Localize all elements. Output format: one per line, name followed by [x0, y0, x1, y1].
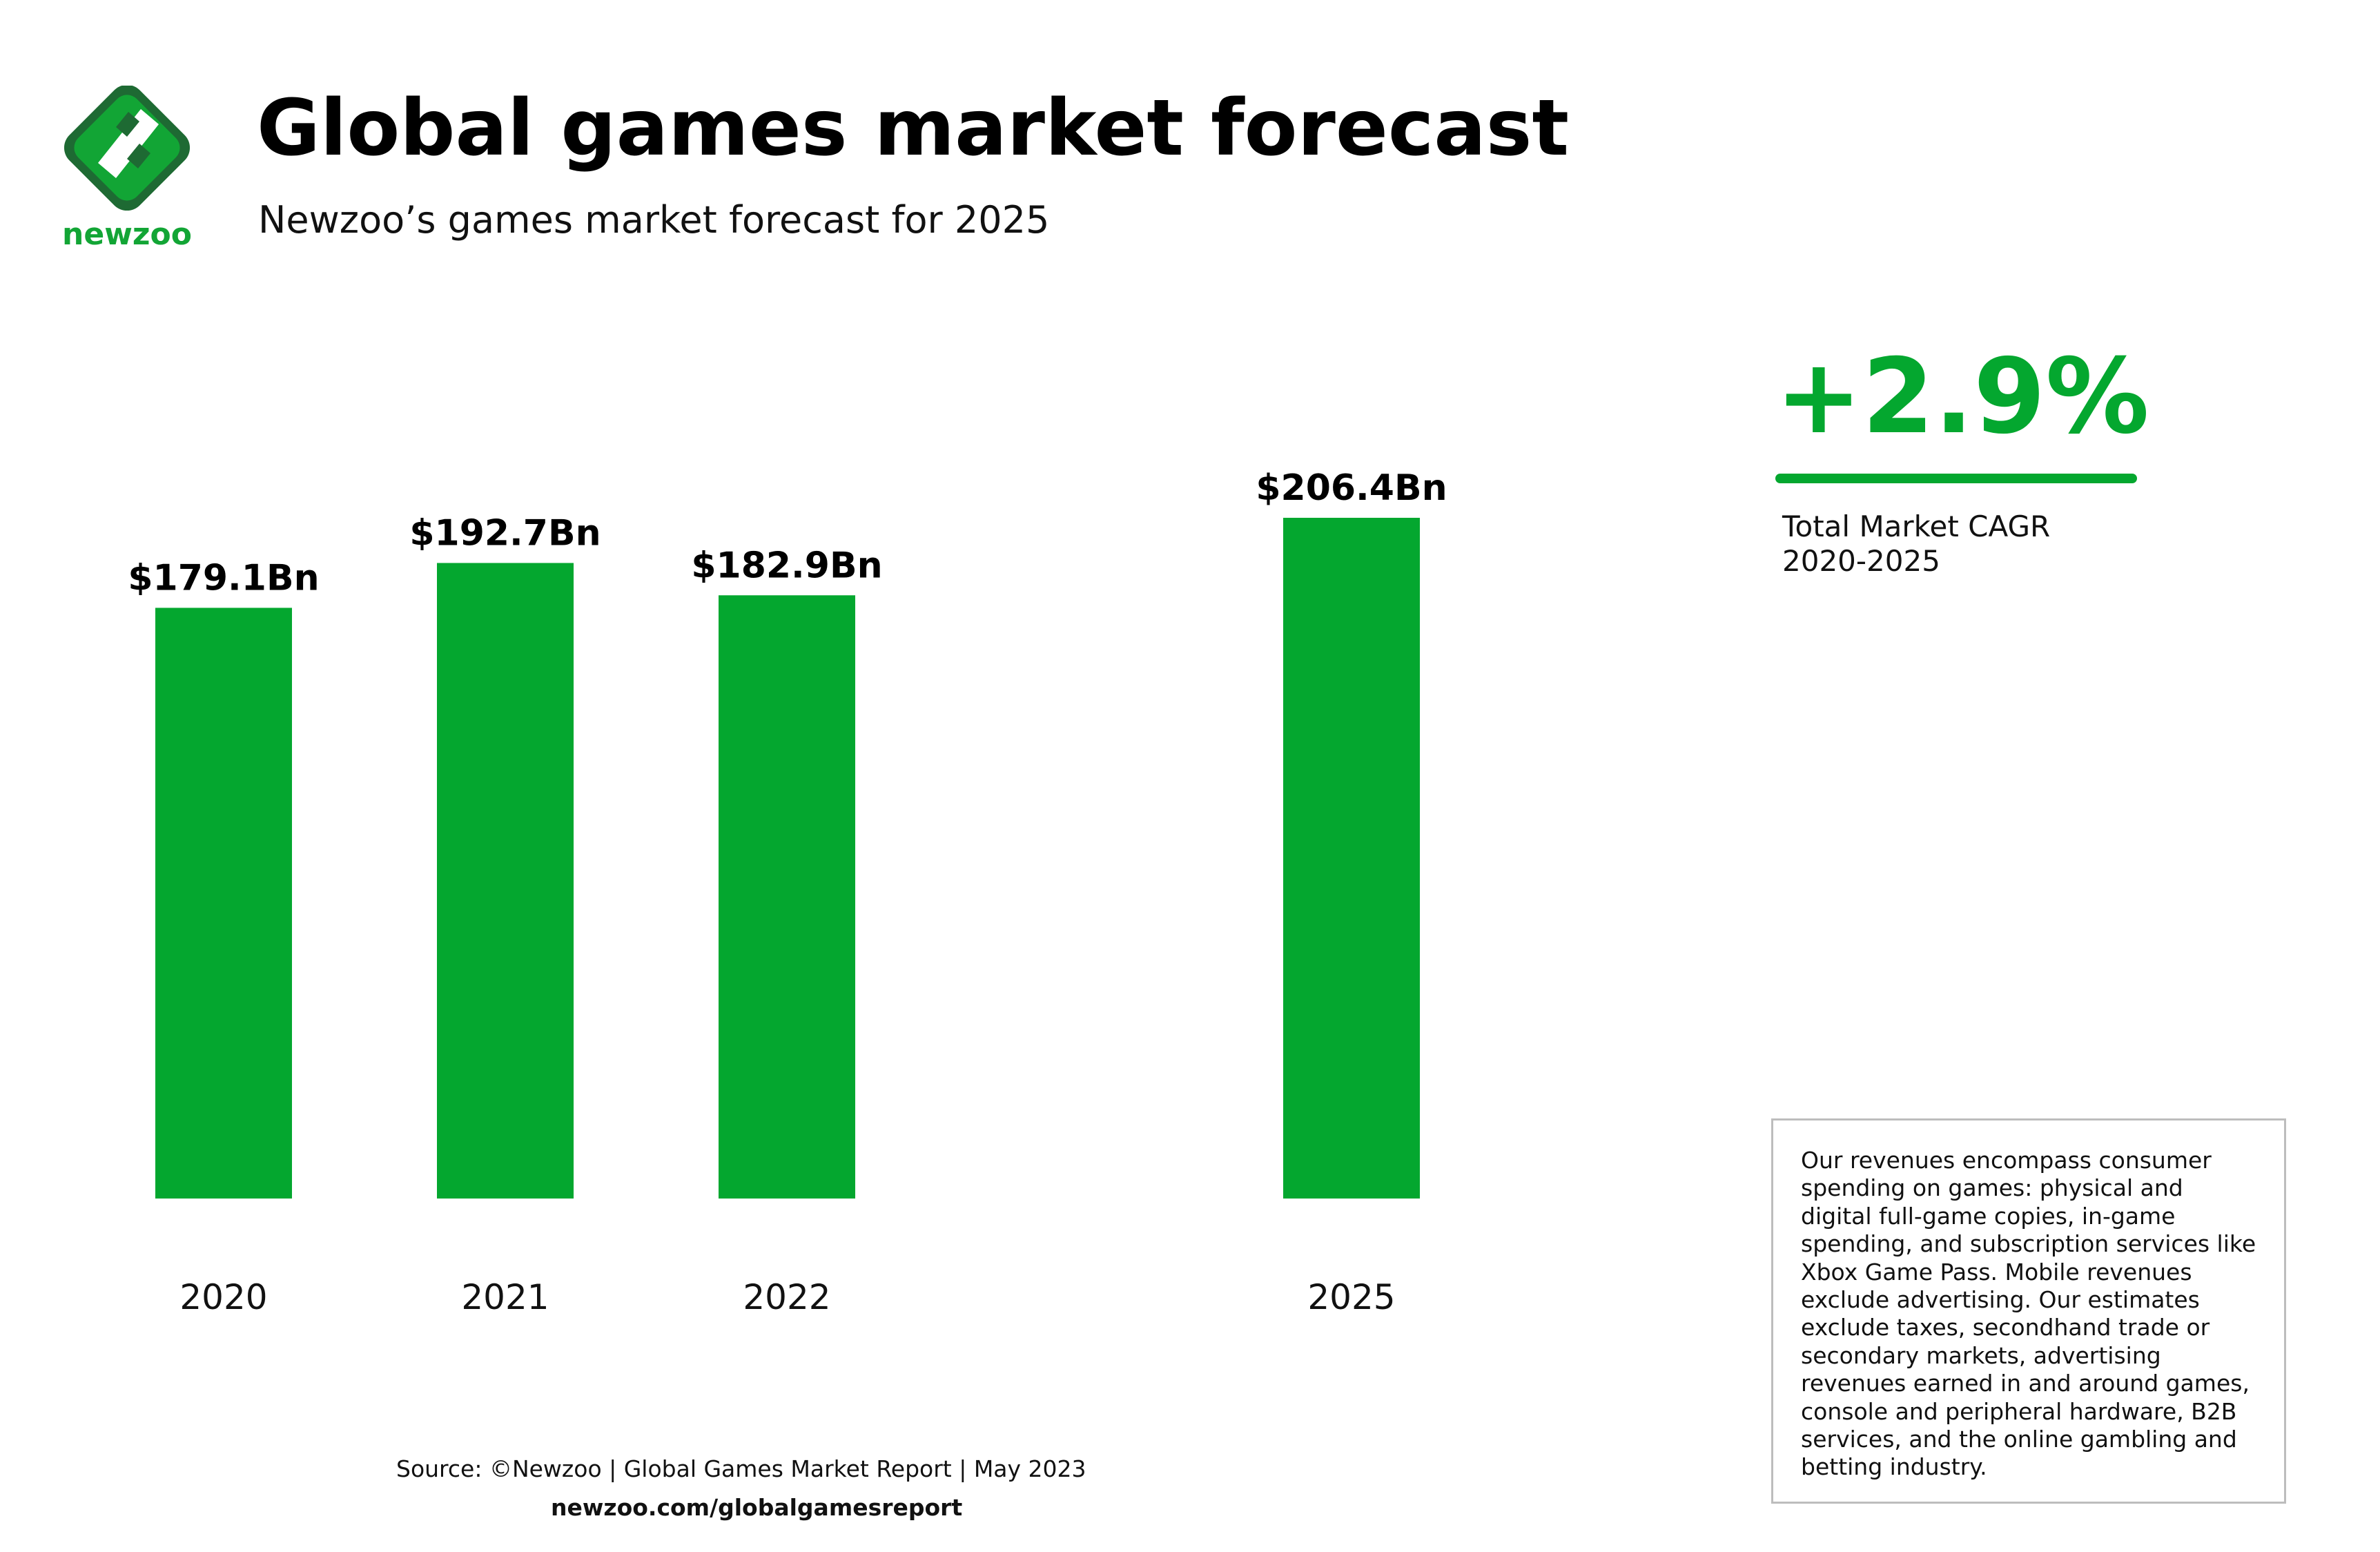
cagr-value: +2.9% — [1775, 337, 2149, 457]
data-label-2022: $182.9Bn — [691, 545, 882, 586]
note-line: secondary markets, advertising — [1801, 1341, 2161, 1369]
note-line: spending on games: physical and — [1801, 1174, 2183, 1202]
note-line: digital full-game copies, in-game — [1801, 1202, 2176, 1230]
note-line: Our revenues encompass consumer — [1801, 1147, 2212, 1174]
newzoo-logo-icon — [64, 84, 191, 211]
x-tick-label-2022: 2022 — [743, 1277, 830, 1317]
cagr-label-line-2: 2020-2025 — [1782, 544, 1940, 578]
bar-2022 — [719, 595, 855, 1199]
note-line: console and peripheral hardware, B2B — [1801, 1397, 2237, 1425]
note-line: exclude taxes, secondhand trade or — [1801, 1314, 2210, 1341]
note-line: revenues earned in and around games, — [1801, 1370, 2250, 1397]
x-tick-label-2021: 2021 — [461, 1277, 549, 1317]
logo-wordmark: newzoo — [62, 217, 192, 252]
note-line: Xbox Game Pass. Mobile revenues — [1801, 1258, 2192, 1286]
cagr-label-line-1: Total Market CAGR — [1782, 510, 2051, 543]
cagr-label: Total Market CAGR 2020-2025 — [1782, 510, 2127, 579]
data-label-2021: $192.7Bn — [409, 512, 601, 554]
page-title: Global games market forecast — [257, 84, 1569, 173]
data-label-2020: $179.1Bn — [128, 557, 319, 599]
x-tick-label-2025: 2025 — [1307, 1277, 1395, 1317]
note-line: services, and the online gambling and — [1801, 1426, 2237, 1453]
newzoo-logo: newzoo — [58, 84, 196, 258]
data-label-2025: $206.4Bn — [1256, 467, 1447, 509]
source-credit: Source: ©Newzoo | Global Games Market Re… — [396, 1455, 1086, 1482]
bar-2025 — [1283, 518, 1420, 1199]
methodology-note-text: Our revenues encompass consumer spending… — [1801, 1147, 2259, 1482]
x-tick-label-2020: 2020 — [179, 1277, 267, 1317]
methodology-note: Our revenues encompass consumer spending… — [1771, 1118, 2286, 1504]
bar-2020 — [155, 608, 292, 1199]
note-line: spending, and subscription services like — [1801, 1230, 2256, 1258]
note-line: betting industry. — [1801, 1453, 1987, 1481]
note-line: exclude advertising. Our estimates — [1801, 1286, 2200, 1314]
page-subtitle: Newzoo’s games market forecast for 2025 — [258, 198, 1050, 242]
source-url-link[interactable]: newzoo.com/globalgamesreport — [551, 1494, 963, 1521]
cagr-underline — [1775, 474, 2137, 483]
bar-2021 — [437, 563, 574, 1199]
